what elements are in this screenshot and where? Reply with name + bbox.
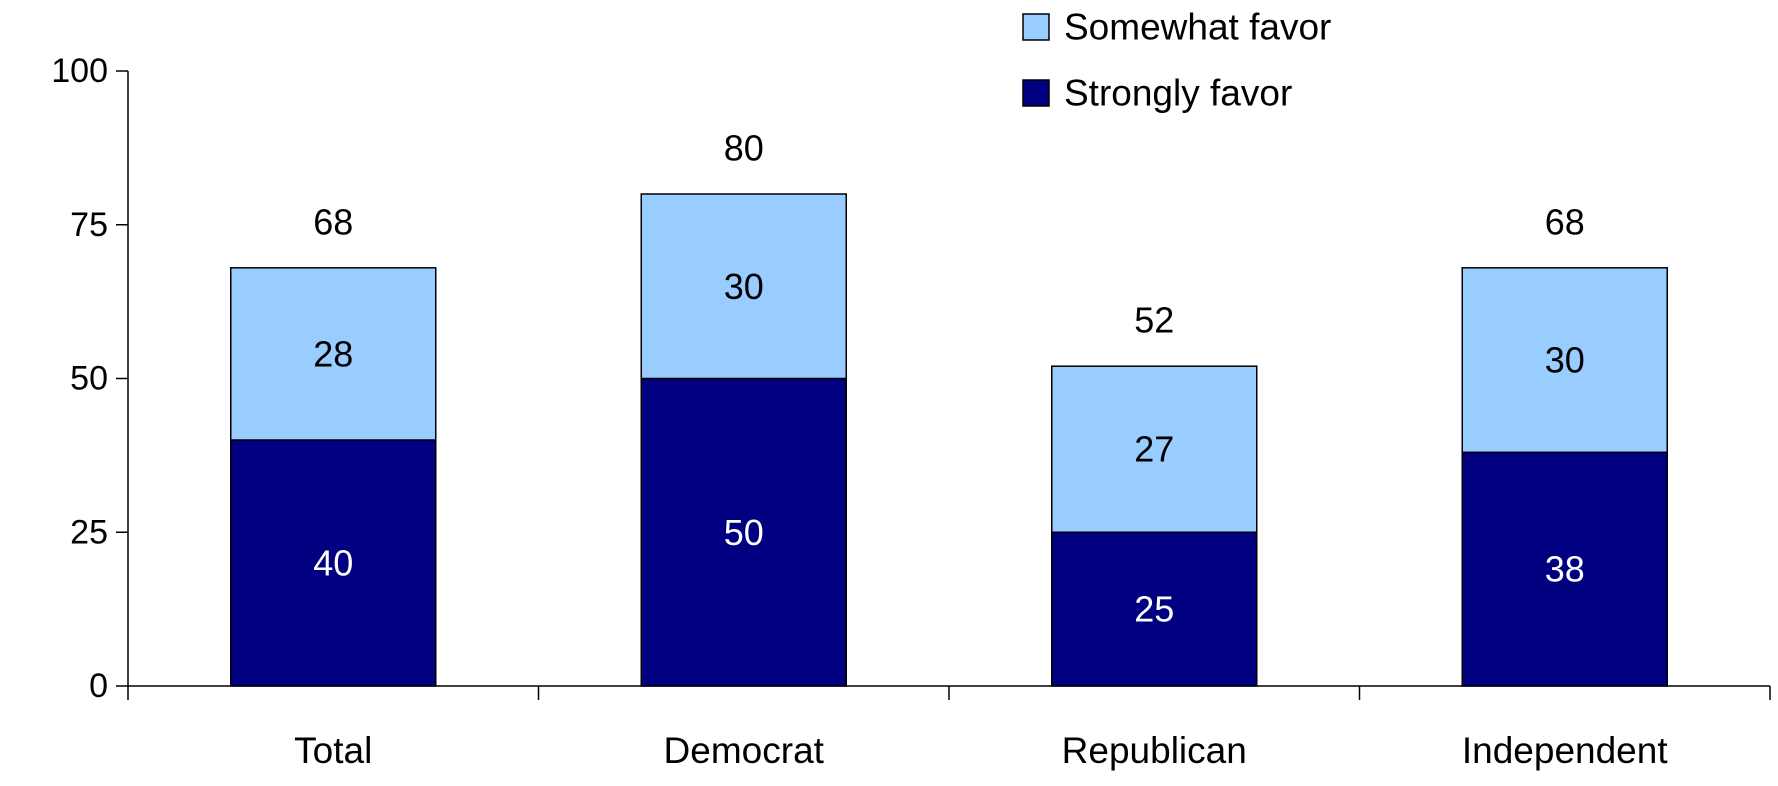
category-label: Republican (1062, 730, 1247, 771)
x-axis: Total Democrat Republican Independent (127, 685, 1771, 771)
y-tick-label: 25 (70, 513, 108, 551)
category-label: Total (294, 730, 372, 771)
segment-value-label: 30 (1545, 340, 1585, 381)
segment-value-label: 28 (313, 333, 353, 374)
bar-segment (230, 267, 437, 441)
total-value-label: 68 (1545, 201, 1585, 242)
total-value-label: 80 (724, 128, 764, 169)
segment-value-label: 27 (1134, 429, 1174, 470)
segment-value-label: 30 (724, 266, 764, 307)
bar-segment (1461, 451, 1668, 687)
bar-segment (1461, 267, 1668, 454)
y-axis: 0 25 50 75 100 (51, 52, 129, 705)
segment-value-label: 25 (1134, 589, 1174, 630)
y-tick-label: 100 (51, 52, 108, 90)
legend: Somewhat favor Strongly favor (1022, 7, 1331, 114)
y-tick-label: 50 (70, 360, 108, 398)
bar-segment (640, 193, 847, 380)
legend-swatch (1022, 13, 1050, 41)
bar-segment (1051, 365, 1258, 534)
bar-segment (230, 439, 437, 687)
legend-swatch (1022, 79, 1050, 107)
total-value-label: 52 (1134, 300, 1174, 341)
legend-label: Somewhat favor (1064, 7, 1331, 48)
bars: 40 28 68 50 30 80 25 27 52 38 30 68 (230, 128, 1668, 687)
legend-label: Strongly favor (1064, 73, 1292, 114)
segment-value-label: 38 (1545, 549, 1585, 590)
bar-segment (1051, 531, 1258, 687)
category-label: Independent (1462, 730, 1668, 771)
segment-value-label: 50 (724, 512, 764, 553)
y-tick-label: 0 (89, 667, 108, 705)
y-tick-label: 75 (70, 206, 108, 244)
category-label: Democrat (664, 730, 825, 771)
segment-value-label: 40 (313, 543, 353, 584)
total-value-label: 68 (313, 201, 353, 242)
